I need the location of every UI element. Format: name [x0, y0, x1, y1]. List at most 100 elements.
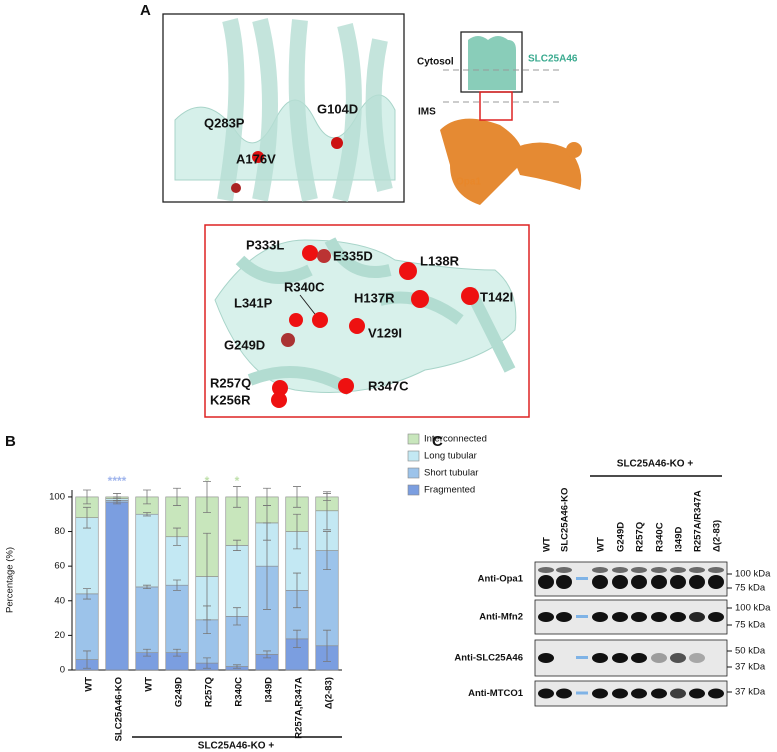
- band: [670, 567, 686, 573]
- error-bar: [143, 489, 151, 505]
- x-tick-label: WT: [144, 677, 155, 692]
- legend-label: Interconnected: [424, 434, 487, 445]
- mutation-label: R347C: [368, 378, 409, 393]
- error-bar: [293, 513, 301, 550]
- error-bar: [233, 607, 241, 626]
- bar-segment: [75, 593, 99, 660]
- significance: ****: [108, 474, 127, 488]
- mutation-label: G249D: [224, 337, 265, 352]
- band: [631, 575, 647, 589]
- lane-label: G249D: [616, 522, 627, 552]
- band: [708, 575, 724, 589]
- lane-label: R340C: [655, 522, 666, 552]
- error-bar: [173, 487, 181, 506]
- mutation-label: Q283P: [204, 115, 245, 130]
- structure-top: [162, 13, 405, 203]
- marker-label: 100 kDa: [735, 603, 771, 614]
- band: [651, 575, 667, 589]
- error-bar: [203, 532, 211, 621]
- lane-label: R257A/R347A: [693, 490, 704, 552]
- error-bar: [263, 650, 271, 659]
- error-bar: [323, 531, 331, 571]
- band: [612, 653, 628, 663]
- bar-segment: [105, 501, 129, 671]
- band: [612, 612, 628, 622]
- y-tick-label: 80: [54, 526, 65, 537]
- y-tick-label: 40: [54, 595, 65, 606]
- band: [556, 688, 572, 699]
- error-bar: [203, 657, 211, 669]
- band: [631, 688, 647, 699]
- x-tick-label: Δ(2-83): [324, 677, 335, 709]
- x-tick-label: I349D: [264, 677, 275, 702]
- lane-label: WT: [596, 537, 607, 552]
- ladder-band: [576, 577, 588, 580]
- membrane-label: IMS: [418, 107, 436, 118]
- mutation-label: H137R: [354, 290, 395, 305]
- y-tick-label: 20: [54, 630, 65, 641]
- marker-label: 37 kDa: [735, 687, 766, 698]
- mutation-spheres: [271, 245, 479, 408]
- band: [612, 575, 628, 589]
- band: [651, 567, 667, 573]
- error-bar: [233, 539, 241, 551]
- band: [631, 567, 647, 573]
- band: [592, 575, 608, 589]
- band: [689, 567, 705, 573]
- error-bar: [233, 486, 241, 508]
- error-bar: [173, 527, 181, 546]
- legend-label: Long tubular: [424, 451, 477, 462]
- band: [612, 567, 628, 573]
- error-bar: [143, 512, 151, 517]
- x-tick-label: R257Q: [204, 677, 215, 707]
- legend-swatch: [407, 484, 420, 496]
- structure-overview: [440, 31, 582, 205]
- marker-label: 50 kDa: [735, 646, 766, 657]
- band: [651, 653, 667, 663]
- protein-label: SLC25A46: [528, 54, 578, 65]
- bar-segment: [225, 545, 249, 617]
- mutation-label: R257Q: [210, 375, 251, 390]
- bar-segment: [135, 586, 159, 653]
- marker-label: 37 kDa: [735, 662, 766, 673]
- band: [592, 567, 608, 573]
- error-bar: [263, 487, 271, 506]
- panel-label: A: [140, 2, 151, 19]
- y-tick-label: 60: [54, 561, 65, 572]
- x-tick-label: WT: [84, 677, 95, 692]
- marker-label: 75 kDa: [735, 583, 766, 594]
- error-bar: [143, 648, 151, 657]
- error-bar: [293, 486, 301, 508]
- antibody-label: Anti-MTCO1: [468, 688, 524, 699]
- antibody-label: Anti-Mfn2: [479, 612, 523, 623]
- band: [670, 688, 686, 699]
- legend-label: Short tubular: [424, 468, 478, 479]
- band: [670, 575, 686, 589]
- error-bar: [173, 579, 181, 591]
- error-bar: [83, 506, 91, 529]
- error-bar: [323, 629, 331, 662]
- error-bar: [143, 584, 151, 590]
- band: [538, 612, 554, 622]
- y-axis-label: Percentage (%): [5, 547, 16, 613]
- mutation-label: K256R: [210, 392, 251, 407]
- y-tick-label: 0: [60, 665, 65, 676]
- band: [651, 612, 667, 622]
- y-tick-label: 100: [49, 491, 65, 502]
- mutation-label: E335D: [333, 248, 373, 263]
- error-bar: [83, 489, 91, 505]
- bar-segment: [75, 517, 99, 595]
- legend-label: Fragmented: [424, 485, 475, 496]
- error-bar: [83, 650, 91, 669]
- antibody-label: Anti-Opa1: [478, 574, 524, 585]
- antibody-label: Anti-SLC25A46: [454, 653, 523, 664]
- error-bar: [323, 493, 331, 501]
- band: [689, 612, 705, 622]
- panel-label: B: [5, 433, 16, 450]
- lane-label: Δ(2-83): [712, 520, 723, 552]
- band: [670, 653, 686, 663]
- x-tick-label: R257A,R347A: [294, 677, 305, 739]
- band: [708, 567, 724, 573]
- legend-swatch: [407, 433, 420, 445]
- bar-segment: [165, 584, 189, 653]
